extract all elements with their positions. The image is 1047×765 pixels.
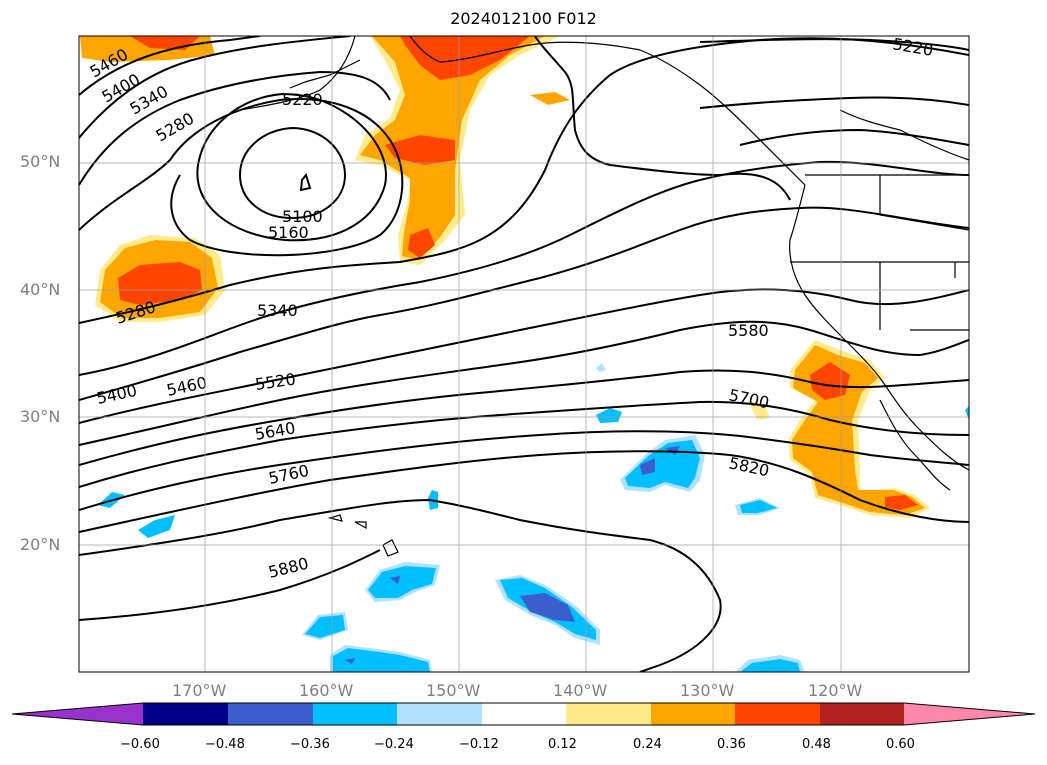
- lon-label-140w: 140°W: [553, 681, 608, 700]
- map-frame: [78, 35, 970, 673]
- contour-label-5220b: 5220: [282, 90, 323, 109]
- colorbar-tick-4: −0.12: [459, 737, 499, 752]
- colorbar-cell-2: [228, 703, 313, 725]
- contour-labels: 5460 5400 5340 5280 5220 5100 5160 5220 …: [87, 34, 935, 582]
- contour-label-5220a: 5220: [891, 34, 934, 60]
- contour-label-5820: 5820: [727, 453, 771, 480]
- lon-label-160w: 160°W: [299, 681, 354, 700]
- colorbar: [11, 702, 1036, 726]
- height-contours: [79, 36, 969, 672]
- map-title: 2024012100 F012: [450, 9, 597, 28]
- lon-label-150w: 150°W: [426, 681, 481, 700]
- map-plot-area: 5460 5400 5340 5280 5220 5100 5160 5220 …: [79, 34, 969, 672]
- lat-label-30n: 30°N: [20, 407, 61, 426]
- colorbar-tick-0: −0.60: [120, 737, 160, 752]
- colorbar-tick-1: −0.48: [205, 737, 245, 752]
- contour-label-5100: 5100: [282, 207, 323, 226]
- contour-label-5700: 5700: [727, 385, 771, 412]
- colorbar-tick-9: 0.60: [886, 737, 915, 752]
- colorbar-tick-3: −0.24: [374, 737, 414, 752]
- negative-shading: [98, 363, 969, 672]
- lat-label-20n: 20°N: [20, 535, 61, 554]
- colorbar-tick-2: −0.36: [290, 737, 330, 752]
- contour-label-5160: 5160: [268, 223, 309, 242]
- contour-label-5400b: 5400: [95, 381, 139, 408]
- colorbar-cell-5: [482, 703, 566, 725]
- colorbar-cell-1: [143, 703, 228, 725]
- colorbar-cell-0: [12, 703, 143, 725]
- contour-label-5580: 5580: [728, 321, 769, 340]
- colorbar-cell-8: [735, 703, 820, 725]
- colorbar-cell-4: [397, 703, 482, 725]
- colorbar-tick-6: 0.24: [633, 737, 662, 752]
- lon-label-170w: 170°W: [172, 681, 227, 700]
- lat-label-50n: 50°N: [20, 152, 61, 171]
- colorbar-tick-7: 0.36: [717, 737, 746, 752]
- contour-label-5340b: 5340: [257, 301, 298, 320]
- colorbar-cell-7: [651, 703, 735, 725]
- contour-label-5640: 5640: [253, 418, 296, 444]
- colorbar-cell-6: [566, 703, 651, 725]
- colorbar-tick-5: 0.12: [548, 737, 577, 752]
- contour-label-5520: 5520: [254, 369, 297, 393]
- lat-label-40n: 40°N: [20, 280, 61, 299]
- colorbar-cell-10: [904, 703, 1035, 725]
- colorbar-outline: [11, 702, 1036, 726]
- contour-label-5880: 5880: [266, 554, 310, 582]
- gridlines: [79, 36, 969, 672]
- colorbar-cell-9: [820, 703, 904, 725]
- lon-label-120w: 120°W: [808, 681, 863, 700]
- positive-shading: [80, 36, 930, 518]
- lon-label-130w: 130°W: [680, 681, 735, 700]
- colorbar-cell-3: [313, 703, 397, 725]
- colorbar-tick-8: 0.48: [802, 737, 831, 752]
- contour-label-5280a: 5280: [153, 109, 198, 146]
